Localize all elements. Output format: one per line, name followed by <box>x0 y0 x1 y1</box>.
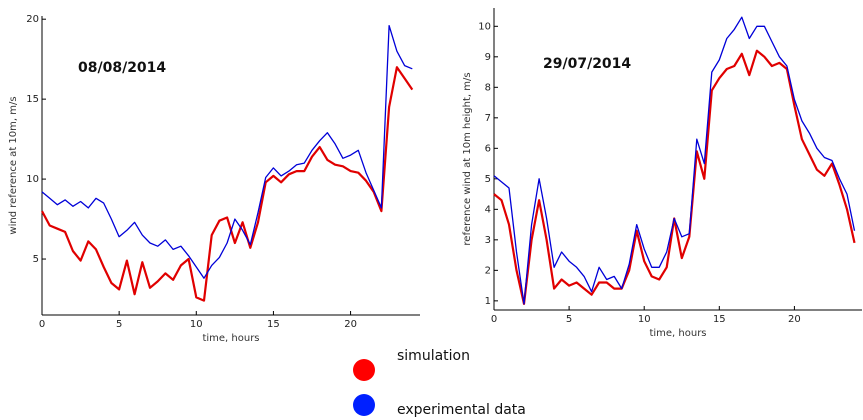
y-tick-label: 1 <box>485 296 491 307</box>
y-tick-label: 4 <box>485 204 491 215</box>
x-tick-label: 10 <box>190 319 203 330</box>
y-tick-label: 3 <box>485 235 491 246</box>
y-tick-label: 9 <box>485 52 491 63</box>
y-tick-label: 2 <box>485 265 491 276</box>
x-tick-label: 20 <box>788 314 801 325</box>
y-tick-label: 10 <box>26 174 39 185</box>
x-tick-label: 20 <box>344 319 357 330</box>
y-tick-label: 7 <box>485 113 491 124</box>
legend-simulation-marker <box>353 359 375 381</box>
y-tick-label: 10 <box>478 21 491 32</box>
x-tick-label: 15 <box>267 319 280 330</box>
date-annotation: 29/07/2014 <box>543 56 631 72</box>
y-tick-label: 8 <box>485 82 491 93</box>
y-tick-label: 20 <box>26 14 39 25</box>
y-axis-label: wind reference at 10m, m/s <box>8 96 19 234</box>
x-axis-label: time, hours <box>649 328 706 339</box>
legend-experimental-label: experimental data <box>397 402 526 418</box>
legend-simulation-label: simulation <box>397 348 470 364</box>
legend-experimental-marker <box>353 394 375 416</box>
series-line-experimental <box>41 24 413 279</box>
chart-left: 0 5 10 15 20 5 10 15 20 time, hours wind reference… <box>8 14 420 344</box>
x-axis-label: time, hours <box>202 333 259 344</box>
series-line-simulation <box>493 49 856 305</box>
x-tick-label: 0 <box>491 314 497 325</box>
series-line-simulation <box>41 66 414 302</box>
y-tick-label: 5 <box>33 254 39 265</box>
y-axis-label: reference wind at 10m height, m/s <box>462 72 473 245</box>
chart-right: 0 5 10 15 20 1 2 3 4 5 6 7 8 9 10 time, hours reference … <box>462 8 862 339</box>
series-line-experimental <box>493 16 856 305</box>
y-tick-label: 6 <box>485 143 491 154</box>
legend: simulation experimental data <box>353 348 526 418</box>
y-tick-label: 5 <box>485 174 491 185</box>
x-tick-label: 5 <box>566 314 572 325</box>
x-tick-label: 15 <box>713 314 726 325</box>
x-tick-label: 10 <box>638 314 651 325</box>
x-tick-label: 0 <box>39 319 45 330</box>
y-tick-label: 15 <box>26 94 39 105</box>
date-annotation: 08/08/2014 <box>78 60 166 76</box>
x-tick-label: 5 <box>116 319 122 330</box>
